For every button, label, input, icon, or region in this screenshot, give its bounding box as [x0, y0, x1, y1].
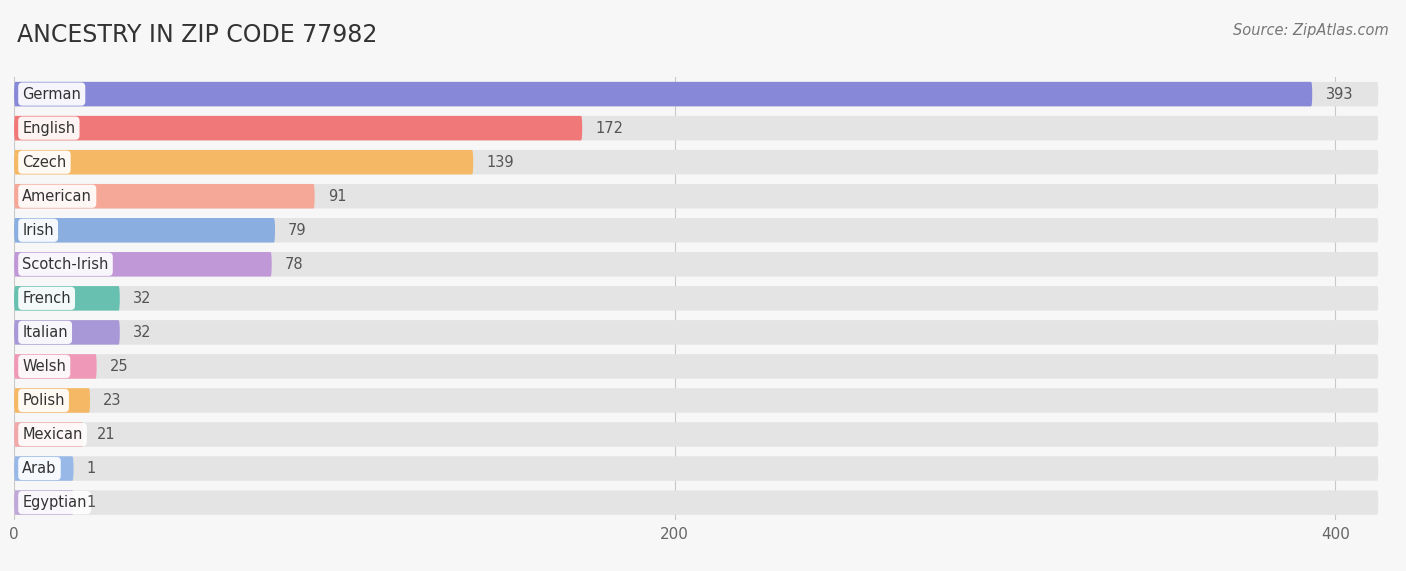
FancyBboxPatch shape: [14, 354, 1378, 379]
Text: 393: 393: [1326, 87, 1353, 102]
FancyBboxPatch shape: [14, 388, 1378, 413]
FancyBboxPatch shape: [14, 184, 1378, 208]
Text: Mexican: Mexican: [22, 427, 83, 442]
FancyBboxPatch shape: [14, 456, 73, 481]
Text: American: American: [22, 189, 93, 204]
Text: Polish: Polish: [22, 393, 65, 408]
FancyBboxPatch shape: [14, 116, 582, 140]
Text: 32: 32: [134, 325, 152, 340]
FancyBboxPatch shape: [14, 218, 276, 243]
Text: Czech: Czech: [22, 155, 66, 170]
Text: 32: 32: [134, 291, 152, 306]
Text: Scotch-Irish: Scotch-Irish: [22, 257, 108, 272]
Text: 78: 78: [285, 257, 304, 272]
Text: 79: 79: [288, 223, 307, 238]
Text: English: English: [22, 120, 76, 136]
Text: French: French: [22, 291, 70, 306]
FancyBboxPatch shape: [14, 82, 1312, 106]
FancyBboxPatch shape: [14, 490, 1378, 515]
FancyBboxPatch shape: [14, 354, 97, 379]
Text: 172: 172: [595, 120, 623, 136]
FancyBboxPatch shape: [14, 320, 1378, 345]
Text: 1: 1: [87, 495, 96, 510]
FancyBboxPatch shape: [14, 456, 1378, 481]
Text: 25: 25: [110, 359, 128, 374]
FancyBboxPatch shape: [14, 286, 120, 311]
FancyBboxPatch shape: [14, 286, 1378, 311]
FancyBboxPatch shape: [14, 423, 83, 447]
FancyBboxPatch shape: [14, 388, 90, 413]
Text: 91: 91: [328, 189, 346, 204]
Text: Source: ZipAtlas.com: Source: ZipAtlas.com: [1233, 23, 1389, 38]
Text: 23: 23: [103, 393, 122, 408]
Text: 139: 139: [486, 155, 515, 170]
Text: Egyptian: Egyptian: [22, 495, 87, 510]
Text: ANCESTRY IN ZIP CODE 77982: ANCESTRY IN ZIP CODE 77982: [17, 23, 377, 47]
FancyBboxPatch shape: [14, 150, 474, 175]
Text: Arab: Arab: [22, 461, 56, 476]
FancyBboxPatch shape: [14, 423, 1378, 447]
FancyBboxPatch shape: [14, 320, 120, 345]
Text: 21: 21: [97, 427, 115, 442]
FancyBboxPatch shape: [14, 82, 1378, 106]
FancyBboxPatch shape: [14, 218, 1378, 243]
FancyBboxPatch shape: [14, 184, 315, 208]
Text: Irish: Irish: [22, 223, 53, 238]
Text: Italian: Italian: [22, 325, 67, 340]
Text: German: German: [22, 87, 82, 102]
FancyBboxPatch shape: [14, 116, 1378, 140]
FancyBboxPatch shape: [14, 252, 1378, 276]
FancyBboxPatch shape: [14, 490, 73, 515]
FancyBboxPatch shape: [14, 252, 271, 276]
Text: Welsh: Welsh: [22, 359, 66, 374]
FancyBboxPatch shape: [14, 150, 1378, 175]
Text: 1: 1: [87, 461, 96, 476]
